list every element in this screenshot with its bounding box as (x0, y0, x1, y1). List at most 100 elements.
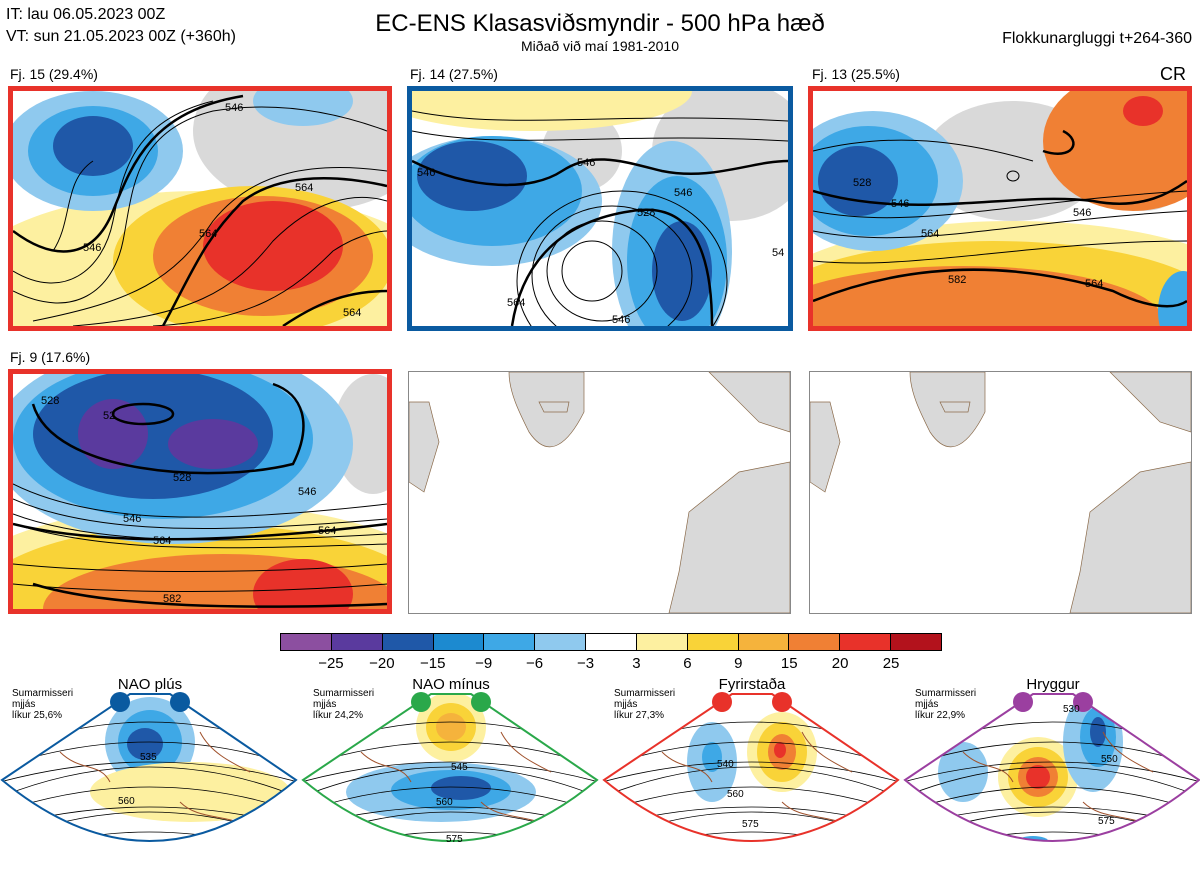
regime-title: Fyrirstaða (718, 676, 786, 693)
contour-label: 564 (921, 228, 939, 240)
contour-label: 564 (318, 525, 336, 537)
regime-season: Sumarmisseri (915, 688, 977, 699)
colorbar-swatch (636, 634, 688, 650)
page-subtitle: Miðað við maí 1981-2010 (521, 38, 679, 54)
regime-code: CR (1160, 64, 1186, 84)
contour-label: 564 (1085, 278, 1103, 290)
colorbar-tick-label: 25 (882, 655, 900, 672)
valid-time: VT: sun 21.05.2023 00Z (+360h) (6, 28, 236, 45)
colorbar-tick-label: −6 (526, 655, 544, 672)
regime-marker-dot (772, 692, 792, 712)
cluster-label-4: Fj. 9 (17.6%) (10, 349, 91, 365)
colorbar-swatch (840, 634, 892, 650)
regime-contour-label: 575 (446, 834, 463, 845)
colorbar-tick-label: −15 (420, 655, 446, 672)
regime-marker-dot (1073, 692, 1093, 712)
colorbar-swatch (586, 634, 637, 650)
colorbar-swatch (738, 634, 790, 650)
colorbar-swatch (891, 634, 941, 650)
colorbar-tick-label: −20 (369, 655, 395, 672)
colorbar-swatch (382, 634, 434, 650)
regime-marker-dot (411, 692, 431, 712)
regime-info: Sumarmisseri mjjás líkur 22,9% (915, 688, 976, 721)
regime-contour-label: 550 (1101, 754, 1118, 765)
contour-label: 546 (298, 486, 316, 498)
colorbar-swatch (433, 634, 485, 650)
contour-label: 546 (891, 198, 909, 210)
contour-label: 564 (507, 297, 525, 309)
cluster-label-2: Fj. 14 (27.5%) (410, 66, 498, 82)
header-times: IT: lau 06.05.2023 00Z VT: sun 21.05.202… (6, 4, 236, 48)
regime-contour-label: 540 (717, 759, 734, 770)
colorbar-swatch (484, 634, 536, 650)
cluster-label-1: Fj. 15 (29.4%) (10, 66, 98, 82)
cluster-map-1: 546 564 564 564 546 (8, 86, 392, 331)
regime-contour-label: 560 (727, 789, 744, 800)
regime-info: Sumarmisseri mjjás líkur 27,3% (614, 688, 675, 721)
empty-map-1 (408, 371, 791, 614)
page-title: EC-ENS Klasasviðsmyndir - 500 hPa hæð (375, 10, 825, 37)
contour-label: 546 (674, 187, 692, 199)
colorbar-swatch (535, 634, 587, 650)
contour-label: 546 (83, 242, 101, 254)
regime-season: Sumarmisseri (12, 688, 74, 699)
regime-marker-dot (712, 692, 732, 712)
colorbar-swatch (281, 634, 332, 650)
regime-smoothed: mjjás (12, 699, 36, 710)
contour-label: 546 (225, 102, 243, 114)
cluster-label-3: Fj. 13 (25.5%) (812, 66, 900, 82)
contour-label: 546 (123, 513, 141, 525)
contour-label: 546 (417, 167, 435, 179)
colorbar-tick-label: 3 (632, 655, 641, 672)
colorbar-tick-label: −3 (576, 655, 595, 672)
contour-label: 546 (577, 157, 595, 169)
contour-label: 564 (199, 228, 217, 240)
regime-info: Sumarmisseri mjjás líkur 25,6% (12, 688, 73, 721)
regime-info: Sumarmisseri mjjás líkur 24,2% (313, 688, 374, 721)
cluster-map-2: 546 546 528 546 564 546 54 (407, 86, 793, 331)
colorbar-swatch (331, 634, 383, 650)
regime-marker-dot (1013, 692, 1033, 712)
regime-contour-label: 560 (118, 796, 135, 807)
contour-label: 546 (1073, 207, 1091, 219)
contour-label: 582 (163, 593, 181, 605)
regime-contour-label: 530 (1063, 704, 1080, 715)
colorbar-tick-label: −9 (475, 655, 493, 672)
init-time: IT: lau 06.05.2023 00Z (6, 6, 166, 23)
regime-smoothed: mjjás (313, 699, 337, 710)
regime-smoothed: mjjás (915, 699, 939, 710)
regime-smoothed: mjjás (614, 699, 638, 710)
empty-map-2 (809, 371, 1192, 614)
colorbar-swatch (789, 634, 841, 650)
regime-marker-dot (471, 692, 491, 712)
regime-likelihood: líkur 27,3% (614, 710, 665, 721)
regime-contour-label: 560 (436, 797, 453, 808)
colorbar-tick-label: −25 (318, 655, 344, 672)
contour-label: 54 (772, 247, 784, 259)
colorbar-tick-label: 20 (831, 655, 849, 672)
regime-likelihood: líkur 25,6% (12, 710, 63, 721)
regime-panel: 535 560 NAO plús Sumarmisseri mjjás líkur 25,… (0, 672, 298, 868)
regime-title: NAO plús (117, 676, 183, 693)
contour-label: 528 (637, 207, 655, 219)
contour-label: 52 (103, 410, 115, 422)
regime-marker-dot (170, 692, 190, 712)
contour-label: 582 (948, 274, 966, 286)
regime-title: Hryggur (1026, 676, 1080, 693)
regime-likelihood: líkur 22,9% (915, 710, 966, 721)
regime-panel: 540 560 575 Fyrirstaða Sumarmisseri mjjás líku… (602, 672, 900, 868)
contour-label: 528 (41, 395, 59, 407)
regime-contour-label: 535 (140, 752, 157, 763)
contour-label: 528 (173, 472, 191, 484)
contour-label: 564 (295, 182, 313, 194)
colorbar-tick-label: 9 (734, 655, 743, 672)
regime-title: NAO mínus (412, 676, 490, 693)
regime-panel: 530 550 575 Hryggur Sumarmisseri mjjás líkur 2… (903, 672, 1200, 868)
contour-label: 528 (853, 177, 871, 189)
regime-contour-label: 575 (1098, 816, 1115, 827)
regime-contour-label: 575 (742, 819, 759, 830)
regime-season: Sumarmisseri (313, 688, 375, 699)
regime-panel: 545 560 575 NAO mínus Sumarmisseri mjjás líkur… (301, 672, 599, 868)
colorbar (280, 633, 942, 651)
regime-marker-dot (110, 692, 130, 712)
